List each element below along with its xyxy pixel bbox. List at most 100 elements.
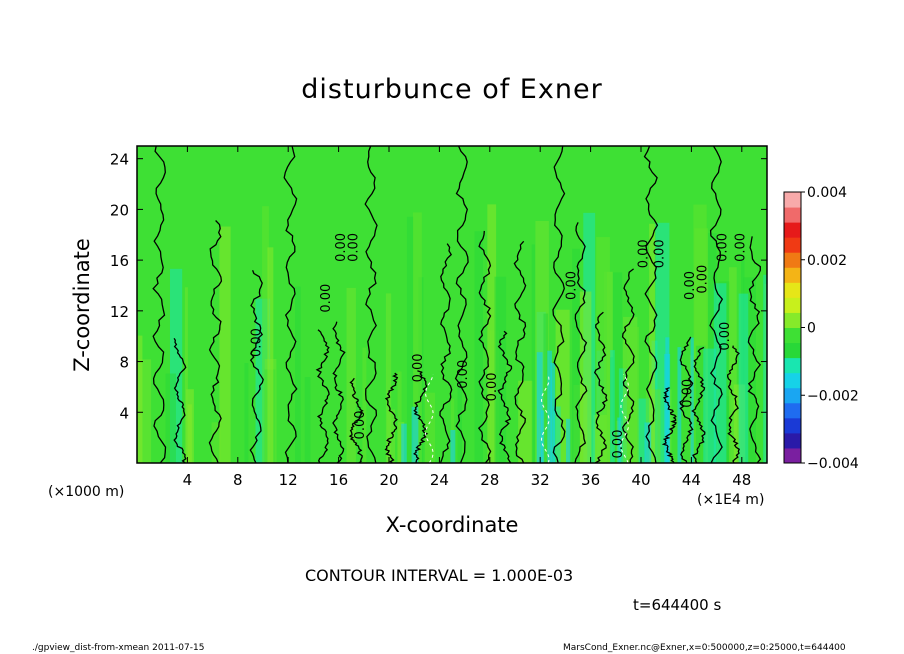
shading-streak — [536, 352, 543, 463]
shading-streak — [677, 347, 682, 463]
contour-line — [593, 311, 608, 463]
shading-streak — [412, 212, 422, 463]
shading-streak — [713, 283, 727, 463]
time-label: t=644400 s — [633, 596, 722, 614]
colorbar-segment — [784, 417, 801, 434]
x-tick-label: 16 — [329, 471, 348, 489]
x-tick-label: 4 — [183, 471, 193, 489]
x-unit-right: (×1E4 m) — [697, 492, 765, 508]
contour-label: 0.00 — [680, 379, 695, 408]
shading-streak — [626, 326, 639, 463]
y-tick-label: 12 — [110, 303, 129, 321]
shading-streak — [649, 223, 655, 463]
contour-label: 0.00 — [564, 271, 579, 300]
shading-streak — [579, 291, 592, 463]
shading-streak — [346, 287, 356, 463]
x-tick-label: 20 — [379, 471, 398, 489]
x-tick-label: 44 — [682, 471, 701, 489]
shading-streak — [474, 231, 483, 463]
shading-streak — [137, 335, 143, 463]
negative-contour — [424, 374, 434, 463]
contour-line — [208, 220, 223, 463]
contour-line — [348, 377, 364, 463]
contour-line — [691, 346, 706, 463]
contour-line — [679, 336, 694, 463]
shading-streak — [267, 247, 274, 463]
chart-title: disturbunce of Exner — [301, 74, 603, 105]
y-tick-label: 16 — [110, 252, 129, 270]
colorbar-segment — [784, 357, 801, 374]
shading-streak — [356, 313, 365, 463]
contour-line — [747, 236, 762, 463]
x-tick-label: 48 — [732, 471, 751, 489]
contour-label: 0.00 — [653, 239, 668, 268]
contour-label: 0.00 — [334, 233, 349, 262]
colorbar: 0.004 0.002 0 −0.002 −0.004 — [783, 185, 859, 472]
shading-streak — [385, 293, 392, 463]
footer-left: ./gpview_dist-from-xmean 2011-07-15 — [32, 643, 205, 653]
shading-streak — [703, 348, 717, 463]
colorbar-segment — [784, 342, 801, 359]
contour-line — [552, 146, 566, 463]
shading-streak — [506, 350, 514, 463]
contour-line — [364, 146, 378, 463]
shading-streak — [763, 274, 767, 463]
contour-label: 0.00 — [456, 360, 471, 389]
contour-line — [727, 345, 741, 463]
shading-streak — [618, 368, 627, 463]
y-tick-label: 24 — [110, 151, 129, 169]
x-tick-label: 12 — [279, 471, 298, 489]
negative-contour — [620, 373, 629, 463]
contour-line — [152, 146, 167, 463]
shading-streak — [401, 423, 407, 463]
shading-streak — [362, 347, 367, 463]
shading-streak — [424, 392, 436, 463]
shading-streak — [644, 422, 652, 463]
contour-label: 0.00 — [347, 233, 362, 262]
contour-line — [661, 387, 677, 463]
colorbar-segment — [784, 282, 801, 298]
contour-label: 0.00 — [716, 233, 731, 262]
colorbar-tick-label: 0.004 — [807, 185, 847, 201]
shading-streak — [552, 406, 561, 463]
shading-streak — [411, 406, 419, 463]
shading-streak — [219, 226, 231, 463]
contour-line — [621, 268, 635, 463]
x-unit-left: (×1000 m) — [48, 484, 125, 500]
shading-layer — [137, 204, 767, 463]
x-tick-label: 32 — [531, 471, 550, 489]
shading-streak — [187, 404, 192, 463]
contour-line — [439, 243, 453, 463]
shading-streak — [695, 345, 706, 463]
contour-label: 0.00 — [636, 239, 651, 268]
shading-streak — [610, 350, 615, 463]
colorbar-segment — [784, 372, 801, 389]
shading-streak — [184, 287, 188, 463]
colorbar-segment — [784, 297, 801, 313]
contour-line — [283, 146, 298, 463]
shading-streak — [665, 337, 670, 463]
colorbar-tick-label: −0.002 — [807, 388, 859, 404]
colorbar-segment — [784, 267, 801, 283]
x-tick-label: 36 — [581, 471, 600, 489]
contour-label: 0.00 — [683, 271, 698, 300]
contour-label: 0.00 — [696, 265, 711, 294]
contour-line — [643, 146, 659, 463]
shading-streak — [304, 377, 311, 463]
shading-streak — [487, 204, 497, 463]
x-tick-label: 8 — [233, 471, 243, 489]
contour-layer — [152, 146, 762, 463]
shading-streak — [566, 418, 571, 463]
y-tick-label: 4 — [119, 404, 129, 422]
colorbar-segment — [784, 252, 801, 268]
shading-streak — [738, 293, 749, 463]
shading-streak — [450, 430, 456, 463]
contour-label: 0.00 — [249, 328, 264, 357]
shading-streak — [211, 422, 221, 463]
shading-streak — [617, 417, 621, 463]
contour-interval: CONTOUR INTERVAL = 1.000E-03 — [305, 566, 574, 585]
contour-label: 0.00 — [718, 322, 733, 351]
colorbar-segment — [784, 447, 801, 464]
contour-line — [249, 269, 264, 463]
